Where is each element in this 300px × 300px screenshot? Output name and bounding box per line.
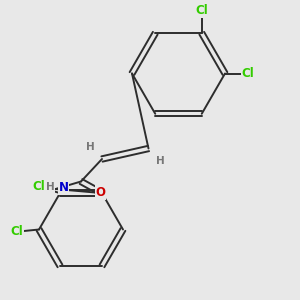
Text: Cl: Cl [241, 67, 254, 80]
Text: Cl: Cl [195, 4, 208, 17]
Text: Cl: Cl [10, 225, 23, 238]
Text: Cl: Cl [32, 180, 45, 193]
Text: H: H [46, 182, 55, 193]
Text: O: O [96, 186, 106, 199]
Text: N: N [58, 181, 69, 194]
Text: H: H [85, 142, 94, 152]
Text: H: H [156, 155, 165, 166]
